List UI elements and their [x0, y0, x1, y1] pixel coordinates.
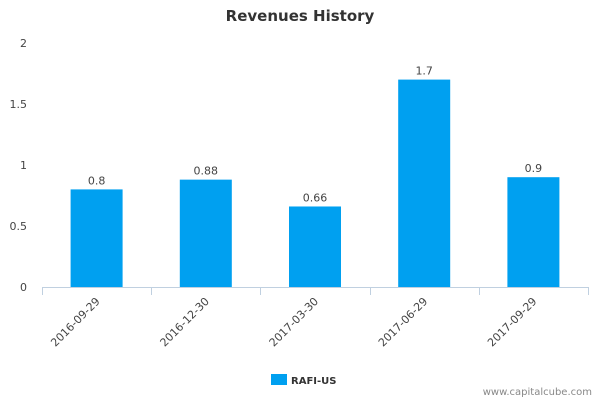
data-label-2016-09-29: 0.8: [88, 174, 106, 187]
bar-2017-09-29[interactable]: [507, 177, 560, 287]
data-label-2017-09-29: 0.9: [525, 162, 543, 175]
data-label-2017-03-30: 0.66: [303, 191, 328, 204]
data-labels: 0.8 0.88 0.66 1.7 0.9: [88, 65, 542, 205]
x-tick-label-2017-09-29: 2017-09-29: [485, 295, 539, 349]
credit-text: www.capitalcube.com: [483, 387, 592, 398]
x-tick-label-2017-06-29: 2017-06-29: [376, 295, 430, 349]
legend-swatch-rafi-us[interactable]: [271, 374, 287, 385]
data-label-2016-12-30: 0.88: [194, 165, 219, 178]
legend[interactable]: RAFI-US: [271, 374, 336, 387]
x-axis-ticks: [42, 287, 589, 295]
x-tick-label-2016-12-30: 2016-12-30: [158, 295, 212, 349]
bar-2017-03-30[interactable]: [289, 206, 341, 287]
bar-2016-12-30[interactable]: [179, 179, 232, 287]
y-tick-label: 0.5: [10, 220, 28, 233]
data-label-2017-06-29: 1.7: [415, 65, 433, 78]
y-tick-label: 2: [20, 37, 27, 50]
bar-2017-06-29[interactable]: [398, 79, 451, 287]
x-tick-label-2016-09-29: 2016-09-29: [48, 295, 102, 349]
y-tick-label: 0: [20, 281, 27, 294]
y-tick-label: 1: [20, 159, 27, 172]
bar-series: [70, 79, 560, 287]
x-axis-labels: 2016-09-29 2016-12-30 2017-03-30 2017-06-29…: [48, 295, 539, 349]
y-tick-label: 1.5: [10, 98, 28, 111]
x-tick-label-2017-03-30: 2017-03-30: [267, 295, 321, 349]
chart-title: Revenues History: [226, 7, 375, 25]
legend-label-rafi-us[interactable]: RAFI-US: [291, 376, 336, 387]
bar-2016-09-29[interactable]: [70, 189, 123, 287]
y-axis-ticks: 0 0.5 1 1.5 2: [10, 37, 28, 294]
